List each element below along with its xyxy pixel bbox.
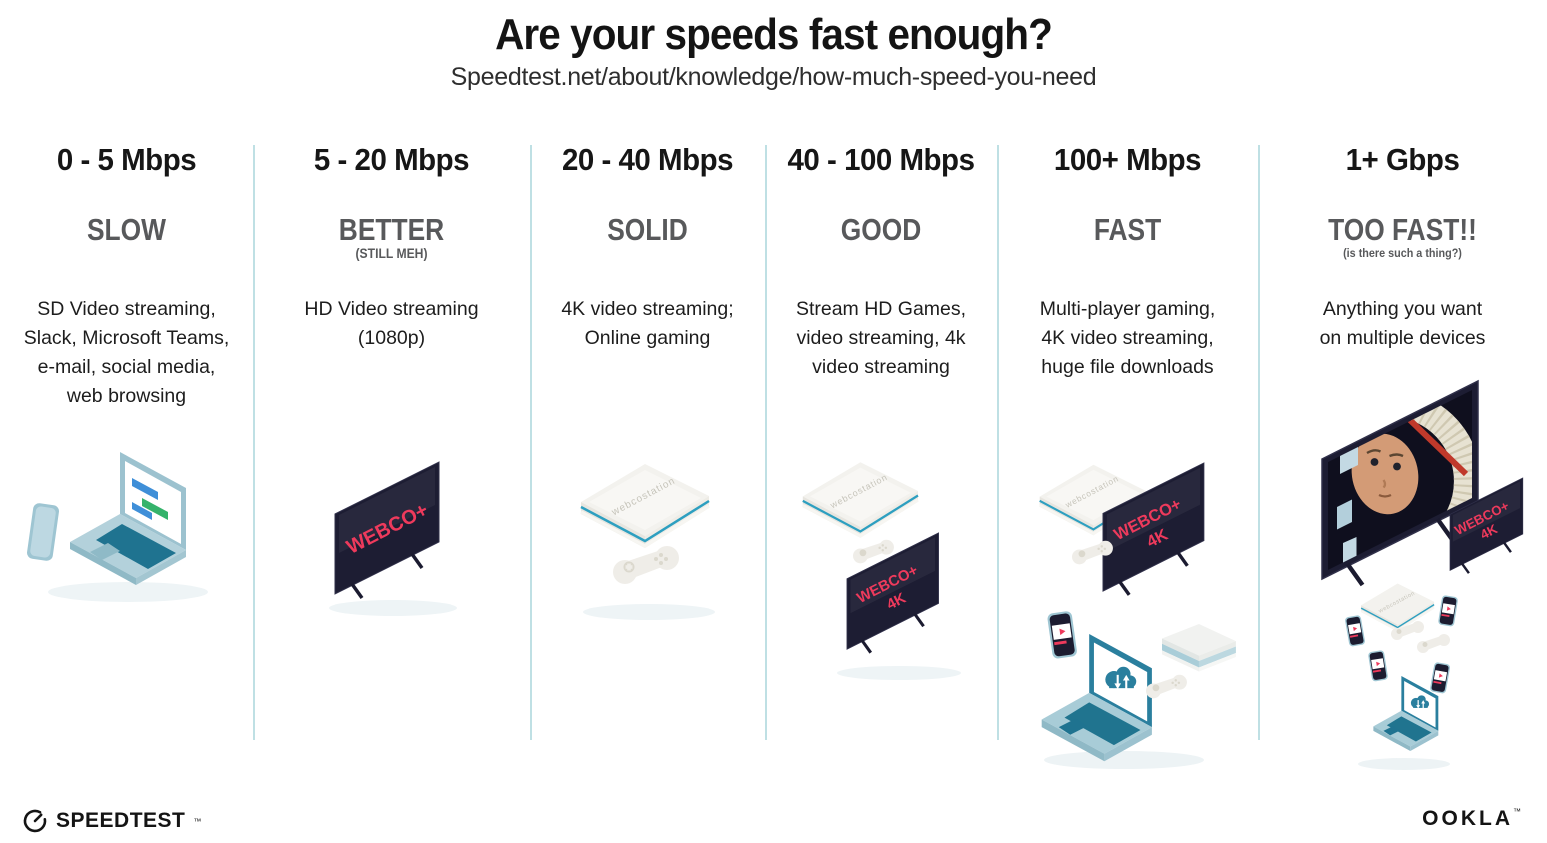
column-divider [253,145,255,740]
console-and-controller-illustration: webcostation [580,464,715,620]
laptop-chat-icon [70,452,186,585]
speed-range: 40 - 100 Mbps [787,142,975,177]
multi-device-illustration: webcostation WEBCO+ 4K [1038,462,1236,769]
smartphone-video-icon [1345,615,1365,647]
tier-description: Anything you want on multiple devices [1319,298,1486,349]
game-controller-icon [613,546,679,584]
speed-column-slow: 0 - 5 Mbps SLOW SD Video streaming, Slac… [0,140,253,760]
tier-label: BETTER [338,212,445,247]
game-controller-icon [1146,674,1187,699]
speed-column-solid: 20 - 40 Mbps SOLID 4K video streaming; O… [530,140,765,760]
speed-range: 1+ Gbps [1345,142,1460,177]
smartphone-video-icon [1438,595,1458,627]
speed-range: 20 - 40 Mbps [561,142,734,177]
smartphone-icon [27,503,59,561]
game-controller-icon [1072,540,1113,565]
everything-illustration: WEBCO+ 4K webcostation [1321,379,1524,770]
tier-description: HD Video streaming (1080p) [304,298,479,349]
tier-description: SD Video streaming, Slack, Microsoft Tea… [23,298,230,407]
speed-range: 0 - 5 Mbps [56,142,197,177]
tier-label: TOO FAST!! [1328,212,1477,247]
page-title: Are your speeds fast enough? [495,10,1053,59]
tv-4k-label: 4K [1478,521,1500,542]
tier-label: SOLID [607,212,688,247]
tier-description: Multi-player gaming, 4K video streaming,… [1039,298,1216,378]
tier-label: GOOD [840,212,922,247]
chat-bubble-icon [132,502,152,520]
speed-column-good: 40 - 100 Mbps GOOD Stream HD Games, vide… [765,140,997,760]
speedtest-logo: SPEEDTEST ™ [22,808,201,834]
tier-description: 4K video streaming; Online gaming [561,298,734,349]
speed-range: 100+ Mbps [1053,142,1202,177]
tv-illustration: WEBCO+ [329,461,457,616]
smartphone-video-icon [1368,650,1388,682]
game-console-icon: webcostation [1038,464,1148,536]
tier-note: (is there such a thing?) [1343,246,1462,260]
game-controller-icon [1391,621,1424,640]
column-divider [530,145,532,740]
smartphone-video-icon [1430,662,1451,694]
column-divider [1258,145,1260,740]
tier-label: SLOW [86,212,167,247]
speed-range: 5 - 20 Mbps [313,142,470,177]
game-console-icon: webcostation [580,464,710,549]
game-controller-icon [853,539,894,564]
laptop-and-phone-illustration [27,452,208,602]
speed-column-fast: 100+ Mbps FAST Multi-player gaming, 4K v… [997,140,1258,769]
cloud-download-icon [1410,695,1430,709]
laptop-cloud-icon [1373,676,1439,752]
tv-4k-icon: WEBCO+ 4K [846,532,939,654]
tv-4k-icon: WEBCO+ 4K [1102,462,1205,596]
column-divider [765,145,767,740]
header: Are your speeds fast enough? Speedtest.n… [0,0,1547,92]
game-controller-icon [1417,634,1450,653]
cloud-download-icon [1105,666,1137,690]
tier-description: Stream HD Games, video streaming, 4k vid… [795,298,967,378]
speed-column-too-fast: 1+ Gbps TOO FAST!! (is there such a thin… [1258,140,1547,770]
game-console-icon: webcostation [802,462,919,538]
chat-bubble-icon [142,498,168,520]
game-console-icon: webcostation [1360,583,1435,632]
tv-icon: WEBCO+ [334,461,440,600]
speedtest-wordmark: SPEEDTEST [56,809,186,832]
tier-label: FAST [1093,212,1162,247]
column-divider [997,145,999,740]
console-controller-tv-illustration: webcostation WEBCO+ 4K [802,462,961,680]
tier-note: (STILL MEH) [355,246,428,261]
chat-bubble-icon [132,478,158,500]
ookla-trademark: ™ [1513,807,1521,816]
speedtest-gauge-icon [23,809,47,833]
page-subtitle-url: Speedtest.net/about/knowledge/how-much-s… [450,63,1097,91]
ookla-wordmark: OOKLA [1422,807,1513,830]
ookla-logo: OOKLA™ [1422,807,1521,831]
speedtest-trademark: ™ [193,816,202,826]
smartphone-video-icon [1047,611,1077,659]
laptop-cloud-icon [1041,634,1152,762]
tv-4k-label: 4K [884,590,909,614]
console-slab-icon [1162,624,1236,672]
speed-column-better: 5 - 20 Mbps BETTER (STILL MEH) HD Video … [253,140,530,760]
